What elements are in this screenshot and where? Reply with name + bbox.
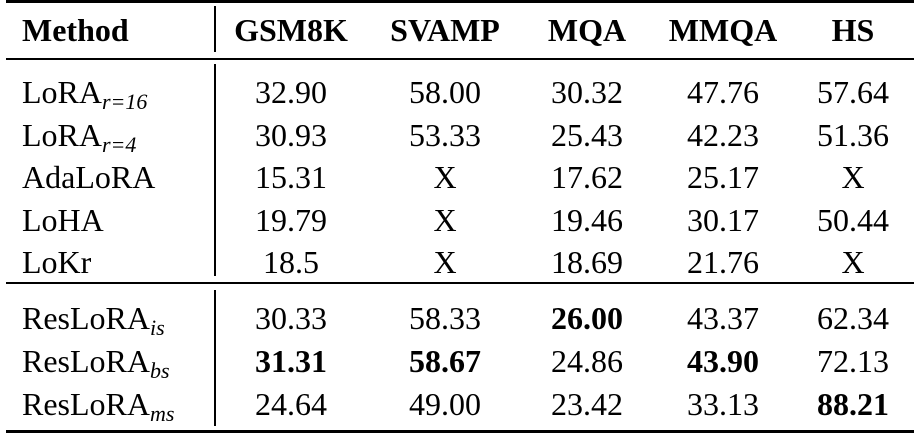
method-name: AdaLoRA	[22, 159, 156, 195]
svamp-value: X	[433, 159, 457, 195]
table-row: ResLoRAbs 31.31 58.67 24.86 43.90 72.13	[0, 339, 922, 383]
gsm8k-value: 30.93	[255, 116, 327, 153]
gsm8k-value: 24.64	[255, 386, 327, 422]
method-name: ResLoRA	[22, 300, 150, 336]
mmqa-value: 21.76	[687, 244, 759, 280]
svamp-value: 53.33	[409, 116, 481, 153]
method-cell: LoRAr=4	[22, 113, 212, 157]
gsm8k-value: 32.90	[255, 74, 327, 110]
gsm8k-value: 15.31	[255, 159, 327, 195]
header-hs: HS	[831, 12, 875, 48]
method-name: LoKr	[22, 244, 92, 280]
table-bottom-rule	[6, 430, 914, 433]
method-name: ResLoRA	[22, 386, 150, 422]
method-subscript: r=4	[102, 131, 137, 157]
mmqa-value: 47.76	[687, 74, 759, 110]
table-row: ResLoRAis 30.33 58.33 26.00 43.37 62.34	[0, 296, 922, 340]
mmqa-value: 33.13	[687, 386, 759, 422]
method-name: LoHA	[22, 201, 104, 238]
method-cell: AdaLoRA	[22, 155, 212, 199]
method-name: LoRA	[22, 116, 102, 153]
hs-value: X	[841, 159, 865, 195]
svamp-value: X	[433, 201, 457, 238]
gsm8k-value: 30.33	[255, 300, 327, 336]
hs-value: 72.13	[817, 343, 889, 379]
table-top-rule	[6, 0, 914, 3]
mqa-value: 23.42	[551, 386, 623, 422]
method-subscript: ms	[150, 401, 175, 426]
header-gsm8k: GSM8K	[234, 12, 348, 48]
group-separator-rule	[6, 282, 914, 284]
method-name: ResLoRA	[22, 343, 150, 379]
header-mqa: MQA	[547, 12, 627, 48]
mqa-value: 25.43	[551, 116, 623, 153]
method-subscript: is	[150, 315, 165, 340]
column-divider	[214, 290, 216, 426]
column-divider	[214, 6, 216, 52]
method-cell: LoHA	[22, 198, 212, 242]
mqa-value: 19.46	[551, 201, 623, 238]
method-subscript: bs	[150, 358, 170, 383]
table-row: ResLoRAms 24.64 49.00 23.42 33.13 88.21	[0, 382, 922, 426]
mqa-value: 17.62	[551, 159, 623, 195]
svamp-value: X	[433, 244, 457, 280]
table-header-row: Method GSM8K SVAMP MQA MMQA HS	[0, 8, 922, 52]
hs-value: 51.36	[817, 116, 889, 153]
column-divider	[214, 64, 216, 276]
header-svamp: SVAMP	[390, 12, 500, 48]
gsm8k-value: 19.79	[255, 201, 327, 238]
method-cell: ResLoRAms	[22, 382, 212, 426]
mqa-value: 18.69	[551, 244, 623, 280]
table-row: AdaLoRA 15.31 X 17.62 25.17 X	[0, 155, 922, 199]
hs-value: 88.21	[817, 386, 889, 422]
header-mmqa: MMQA	[668, 12, 778, 48]
method-name: LoRA	[22, 74, 102, 110]
table-row: LoRAr=4 30.93 53.33 25.43 42.23 51.36	[0, 113, 922, 157]
mmqa-value: 30.17	[687, 201, 759, 238]
mmqa-value: 42.23	[687, 116, 759, 153]
svamp-value: 58.00	[409, 74, 481, 110]
method-cell: ResLoRAbs	[22, 339, 212, 383]
table-row: LoHA 19.79 X 19.46 30.17 50.44	[0, 198, 922, 242]
hs-value: 62.34	[817, 300, 889, 336]
mqa-value: 26.00	[551, 300, 623, 336]
svamp-value: 58.33	[409, 300, 481, 336]
mmqa-value: 25.17	[687, 159, 759, 195]
method-cell: ResLoRAis	[22, 296, 212, 340]
hs-value: 57.64	[817, 74, 889, 110]
svamp-value: 49.00	[409, 386, 481, 422]
mmqa-value: 43.90	[687, 343, 759, 379]
header-method: Method	[22, 12, 129, 48]
hs-value: X	[841, 244, 865, 280]
table-row: LoKr 18.5 X 18.69 21.76 X	[0, 240, 922, 284]
mqa-value: 24.86	[551, 343, 623, 379]
mmqa-value: 43.37	[687, 300, 759, 336]
mqa-value: 30.32	[551, 74, 623, 110]
method-subscript: r=16	[102, 89, 148, 114]
method-cell: LoKr	[22, 240, 212, 284]
gsm8k-value: 31.31	[255, 343, 327, 379]
table-row: LoRAr=16 32.90 58.00 30.32 47.76 57.64	[0, 70, 922, 114]
svamp-value: 58.67	[409, 343, 481, 379]
hs-value: 50.44	[817, 201, 889, 238]
method-cell: LoRAr=16	[22, 70, 212, 114]
header-rule	[6, 58, 914, 60]
gsm8k-value: 18.5	[263, 244, 319, 280]
